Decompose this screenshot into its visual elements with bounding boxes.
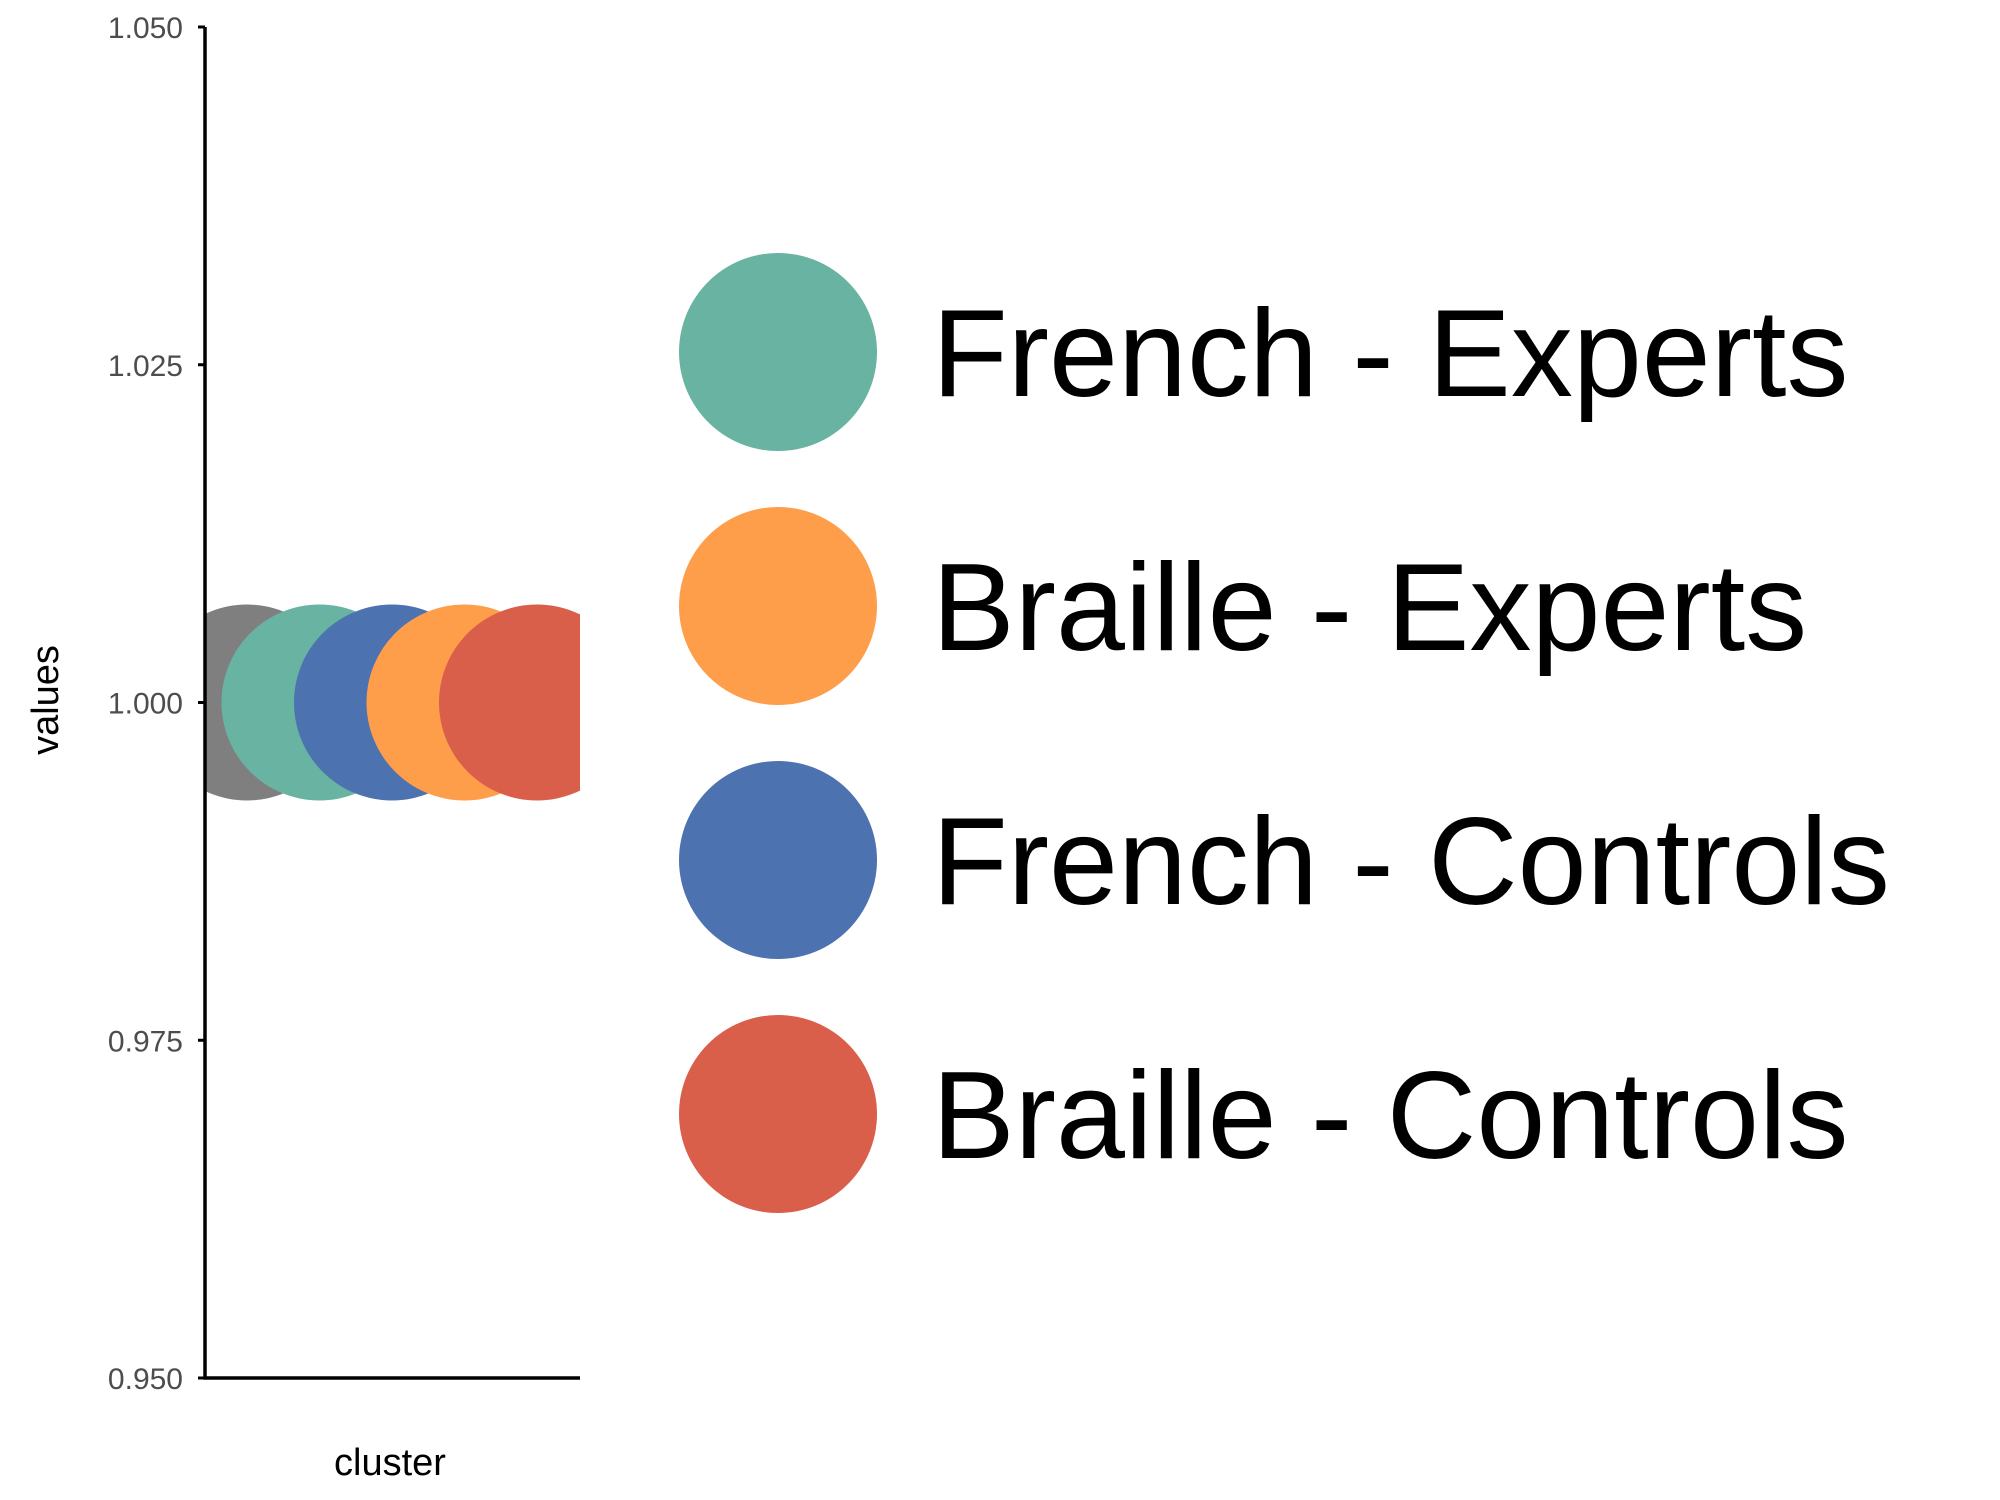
legend-label: French - Controls bbox=[932, 793, 1890, 931]
data-point-5 bbox=[439, 604, 580, 801]
y-tick-label: 1.000 bbox=[108, 688, 183, 721]
y-tick-label: 0.975 bbox=[108, 1025, 183, 1058]
legend: French - Experts Braille - Experts French … bbox=[679, 253, 1890, 1213]
x-axis-title: cluster bbox=[334, 1442, 446, 1484]
legend-label: Braille - Controls bbox=[932, 1047, 1849, 1185]
legend-label: Braille - Experts bbox=[932, 539, 1807, 677]
legend-key bbox=[679, 1015, 877, 1213]
y-axis-title: values bbox=[25, 645, 67, 755]
legend-key bbox=[679, 253, 877, 451]
legend-key bbox=[679, 761, 877, 959]
y-tick-label: 0.950 bbox=[108, 1363, 183, 1396]
y-tick-label: 1.025 bbox=[108, 350, 183, 383]
plot-area bbox=[205, 604, 580, 801]
y-tick-label: 1.050 bbox=[108, 12, 183, 45]
legend-key bbox=[679, 507, 877, 705]
legend-label: French - Experts bbox=[932, 285, 1849, 423]
axes: 0.950 0.975 1.000 1.025 1.050 bbox=[108, 12, 580, 1396]
